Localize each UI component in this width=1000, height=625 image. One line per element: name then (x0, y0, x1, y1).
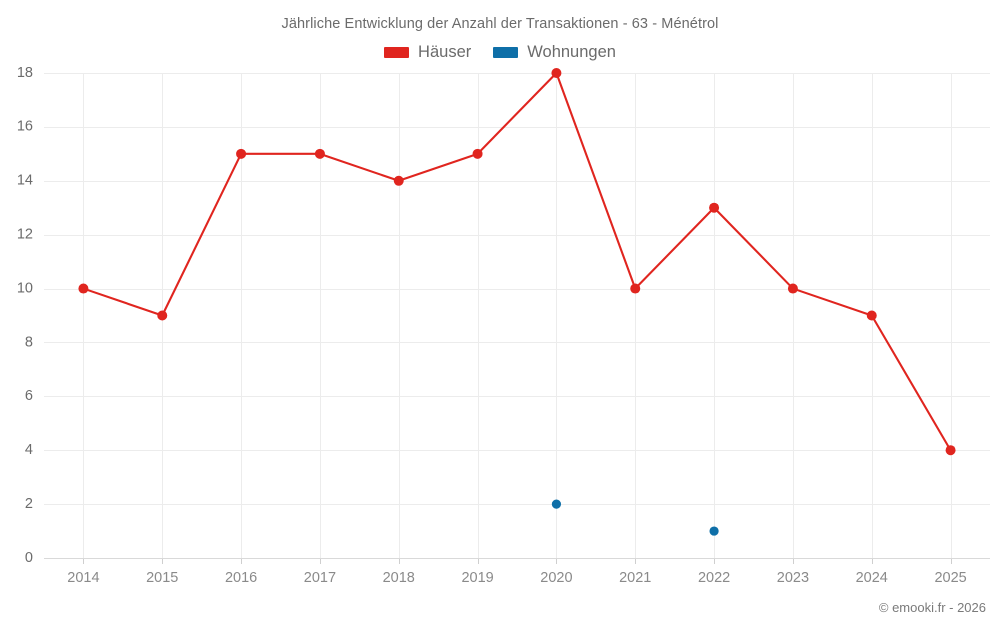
legend-label-wohnungen: Wohnungen (527, 43, 616, 61)
legend-swatch-wohnungen (493, 46, 519, 58)
footer-credit: © emooki.fr - 2026 (878, 600, 986, 615)
y-tick-label: 14 (17, 173, 33, 189)
y-tick-label: 10 (17, 280, 33, 296)
gridlines (44, 73, 990, 558)
x-tick-label: 2014 (67, 570, 99, 586)
y-tick-label: 2 (25, 496, 33, 512)
axis-lines (44, 558, 990, 564)
x-tick-label: 2018 (383, 570, 415, 586)
data-point[interactable] (709, 202, 720, 213)
y-tick-label: 18 (17, 65, 33, 81)
data-point[interactable] (314, 148, 325, 159)
data-point[interactable] (551, 499, 562, 509)
chart-legend: Häuser Wohnungen (0, 44, 1000, 61)
y-tick-label: 6 (25, 388, 33, 404)
x-tick-label: 2021 (619, 570, 651, 586)
data-point[interactable] (551, 68, 562, 78)
x-tick-label: 2024 (856, 570, 888, 586)
y-tick-label: 12 (17, 226, 33, 242)
data-point[interactable] (157, 310, 168, 321)
data-point[interactable] (472, 148, 483, 159)
data-series (78, 68, 956, 536)
data-point[interactable] (236, 148, 247, 159)
x-tick-label: 2017 (304, 570, 336, 586)
data-point[interactable] (945, 445, 956, 456)
x-tick-label: 2025 (934, 570, 966, 586)
data-point[interactable] (709, 526, 719, 536)
series-line-häuser (82, 71, 952, 452)
x-tick-label: 2023 (777, 570, 809, 586)
y-tick-label: 4 (25, 442, 33, 458)
y-tick-label: 16 (17, 119, 33, 135)
data-point[interactable] (393, 175, 404, 186)
y-tick-label: 8 (25, 334, 33, 350)
legend-item-wohnungen[interactable]: Wohnungen (493, 44, 616, 61)
legend-item-hauser[interactable]: Häuser (384, 44, 471, 61)
legend-label-hauser: Häuser (418, 43, 472, 61)
data-point[interactable] (866, 310, 877, 321)
y-axis-ticks: 0 2 4 6 8 10 12 14 16 18 (17, 65, 33, 566)
y-tick-label: 0 (25, 550, 33, 566)
data-point[interactable] (630, 283, 641, 294)
x-tick-label: 2016 (225, 570, 257, 586)
chart-title: Jährliche Entwicklung der Anzahl der Tra… (281, 16, 719, 32)
x-tick-label: 2020 (540, 570, 572, 586)
x-tick-label: 2022 (698, 570, 730, 586)
x-axis-ticks: 2014 2015 2016 2017 2018 2019 2020 2021 2022 2023… (67, 570, 966, 586)
x-tick-label: 2019 (461, 570, 493, 586)
x-tick-label: 2015 (146, 570, 178, 586)
legend-swatch-hauser (384, 46, 410, 58)
data-point[interactable] (787, 283, 798, 294)
data-point[interactable] (78, 283, 89, 294)
